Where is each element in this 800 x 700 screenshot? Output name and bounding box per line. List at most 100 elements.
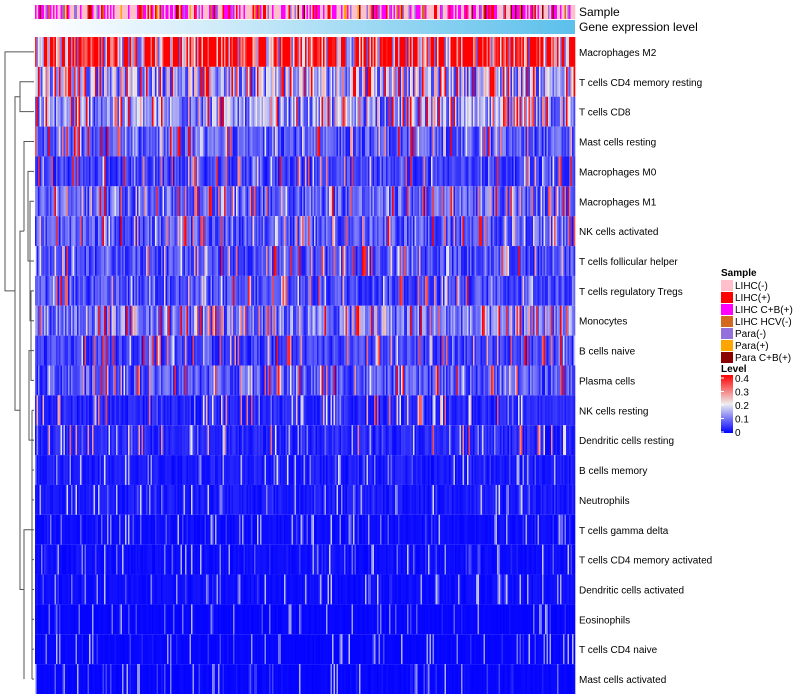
heatmap-cell (161, 186, 163, 217)
heatmap-cell (287, 126, 289, 157)
heatmap-cell (501, 246, 504, 276)
heatmap-cell (386, 66, 388, 97)
heatmap-cell (488, 246, 490, 276)
heatmap-cell (380, 126, 382, 157)
heatmap-cell (72, 37, 75, 67)
heatmap-cell (56, 126, 58, 157)
heatmap-cell (525, 305, 528, 336)
heatmap-cell (204, 395, 207, 426)
heatmap-cell (407, 365, 409, 396)
heatmap-cell (129, 186, 132, 217)
heatmap-cell (204, 275, 207, 306)
heatmap-cell (542, 156, 544, 187)
sample-cell (50, 5, 52, 19)
heatmap-cell (261, 126, 264, 157)
heatmap-cell (129, 156, 132, 187)
heatmap-cell (207, 305, 210, 336)
heatmap-cell (431, 37, 433, 67)
sample-cell (317, 5, 319, 19)
heatmap-cell (233, 96, 235, 127)
heatmap-cell (362, 395, 364, 426)
heatmap-cell (416, 37, 418, 67)
heatmap-cell (402, 156, 405, 187)
heatmap-cell (383, 335, 385, 366)
heatmap-cell (399, 66, 402, 97)
heatmap-cell (359, 395, 361, 426)
heatmap-cell (452, 275, 454, 306)
heatmap-cell (129, 395, 132, 426)
heatmap-cell (44, 66, 46, 97)
heatmap-cell (210, 156, 213, 187)
heatmap-cell (279, 216, 282, 247)
heatmap-cell (240, 216, 243, 247)
heatmap-cell (207, 216, 210, 247)
heatmap-cell (236, 305, 238, 336)
heatmap-cell (126, 96, 129, 127)
heatmap-cell (303, 305, 306, 336)
heatmap-cell (416, 126, 418, 157)
heatmap-cell (263, 96, 265, 127)
heatmap-cell (314, 37, 316, 67)
heatmap-cell (449, 275, 451, 306)
heatmap-cell (41, 156, 43, 187)
heatmap-cell (456, 305, 459, 336)
heatmap-cell (150, 246, 153, 276)
heatmap-cell (407, 156, 409, 187)
heatmap-cell (96, 66, 99, 97)
heatmap-cell (407, 305, 409, 336)
heatmap-cell (159, 216, 162, 247)
heatmap-cell (57, 275, 60, 306)
heatmap-cell (191, 365, 193, 396)
heatmap-cell (206, 96, 208, 127)
heatmap-cell (293, 395, 295, 426)
heatmap-cell (309, 186, 312, 217)
heatmap-cell (98, 365, 100, 396)
heatmap-cell (404, 335, 406, 366)
heatmap-cell (474, 37, 477, 67)
heatmap-cell (222, 275, 225, 306)
heatmap-cell (65, 305, 67, 336)
heatmap-cell (374, 186, 376, 217)
heatmap-cell (224, 335, 226, 366)
heatmap-cell (408, 96, 411, 127)
heatmap-cell (375, 37, 378, 67)
heatmap-cell (47, 305, 49, 336)
heatmap-cell (324, 365, 327, 396)
heatmap-cell (36, 96, 39, 127)
heatmap-cell (71, 96, 73, 127)
heatmap-cell (140, 246, 142, 276)
heatmap-cell (392, 365, 394, 396)
heatmap-cell (366, 66, 369, 97)
heatmap-cell (71, 37, 73, 67)
heatmap-cell (333, 156, 336, 187)
heatmap-cell (141, 66, 144, 97)
heatmap-cell (551, 96, 553, 127)
heatmap-cell (297, 335, 300, 366)
heatmap-cell (521, 186, 523, 217)
heatmap-cell (120, 275, 123, 306)
heatmap-cell (302, 305, 304, 336)
heatmap-cell (444, 186, 447, 217)
heatmap-cell (212, 395, 214, 426)
heatmap-cell (320, 126, 322, 157)
heatmap-cell (410, 365, 412, 396)
heatmap-cell (546, 37, 549, 67)
sample-cell (204, 5, 207, 19)
heatmap-cell (206, 305, 208, 336)
heatmap-cell (288, 186, 291, 217)
heatmap-cell (566, 275, 568, 306)
heatmap-cell (41, 305, 43, 336)
heatmap-cell (194, 186, 196, 217)
heatmap-cell (333, 365, 336, 396)
heatmap-cell (381, 186, 384, 217)
heatmap-cell (102, 395, 105, 426)
sample-cell (465, 5, 468, 19)
heatmap-cell (386, 305, 388, 336)
heatmap-cell (516, 216, 519, 247)
heatmap-cell (132, 186, 135, 217)
heatmap-cell (194, 275, 196, 306)
heatmap-cell (173, 216, 175, 247)
heatmap-cell (465, 66, 468, 97)
heatmap-cell (216, 186, 219, 217)
heatmap-cell (497, 335, 499, 366)
